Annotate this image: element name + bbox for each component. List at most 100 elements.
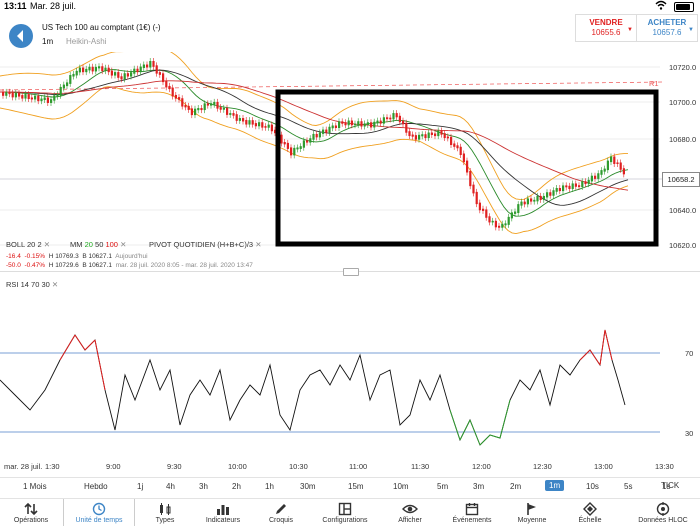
toolbar-configurations[interactable]: Configurations [314, 499, 376, 526]
status-date: Mar. 28 juil. [30, 1, 77, 11]
candle [184, 105, 187, 108]
boll-legend[interactable]: BOLL 20 2 ✕ [6, 240, 50, 249]
buy-button[interactable]: ACHETER 10657.6 ▼ [636, 14, 698, 42]
candle [53, 95, 56, 101]
candle [178, 97, 181, 100]
candle [264, 126, 267, 128]
timeframe-hebdo[interactable]: Hebdo [84, 482, 108, 491]
candle [594, 175, 597, 179]
rsi-legend[interactable]: RSI 14 70 30 ✕ [6, 280, 58, 289]
candle [350, 120, 353, 126]
candle [478, 202, 481, 211]
pane-resize-handle[interactable] [343, 268, 359, 276]
time-label: 13:30 [655, 462, 674, 471]
pivot-legend[interactable]: PIVOT QUOTIDIEN (H+B+C)/3 ✕ [149, 240, 261, 249]
timeframe-2h[interactable]: 2h [232, 482, 241, 491]
toolbar-display[interactable]: Afficher [384, 499, 436, 526]
candle [229, 113, 232, 115]
candle [226, 107, 229, 115]
pencil-icon [276, 504, 286, 514]
candle [69, 75, 72, 84]
candle [395, 113, 398, 118]
timeframe-3m[interactable]: 3m [473, 482, 485, 491]
toolbar-events[interactable]: Événements [444, 499, 500, 526]
close-icon[interactable]: ✕ [120, 240, 127, 249]
candle [584, 181, 587, 185]
time-axis: mar. 28 juil. 1:30 9:00 9:30 10:00 10:30… [0, 462, 700, 474]
timeframe-1m[interactable]: 1m [545, 480, 565, 491]
rsi-line [0, 329, 626, 446]
mm-legend[interactable]: MM 20 50 100 ✕ [70, 240, 126, 249]
close-icon[interactable]: ✕ [255, 240, 262, 249]
candle [475, 191, 478, 205]
calendar-icon [465, 503, 479, 516]
candle [581, 181, 584, 188]
toolbar-average[interactable]: Moyenne [506, 499, 558, 526]
toolbar-timeframe[interactable]: Unité de temps [63, 499, 135, 526]
pivot-formula: (H+B+C)/3 [217, 240, 254, 249]
candle [363, 123, 366, 127]
rsi-extreme-segment [449, 409, 461, 441]
candle [472, 184, 475, 194]
rsi-extreme-segment [469, 419, 481, 446]
toolbar-hloc-data[interactable]: Données HLOC [628, 499, 698, 526]
candle [312, 133, 315, 140]
candle [616, 162, 619, 164]
candle [536, 195, 539, 202]
timeframe-5m[interactable]: 5m [437, 482, 449, 491]
mm-param: 50 [95, 240, 104, 249]
candle [235, 114, 238, 121]
candle [194, 108, 197, 116]
toolbar-indicators[interactable]: Indicateurs [198, 499, 248, 526]
status-time: 13:11 [4, 1, 27, 11]
candle [270, 124, 273, 132]
timeframe-tick[interactable]: TICK [661, 481, 680, 490]
rsi-extreme-segment [589, 349, 601, 366]
rsi-extreme-segment [489, 434, 501, 439]
timeframe-5s[interactable]: 5s [624, 482, 633, 491]
candle [168, 85, 171, 90]
timeframe-30m[interactable]: 30m [300, 482, 316, 491]
rsi-extreme-segment [94, 339, 106, 391]
toolbar-label: Croquis [268, 517, 294, 524]
candle [158, 72, 161, 75]
pivot-name: PIVOT [149, 240, 172, 249]
mm-param: 100 [105, 240, 118, 249]
candle [485, 209, 488, 218]
timeframe-4h[interactable]: 4h [166, 482, 175, 491]
price-chart[interactable] [0, 52, 700, 257]
timeframe-1-mois[interactable]: 1 Mois [23, 482, 47, 491]
candle [315, 133, 318, 138]
candle [558, 188, 561, 192]
close-icon[interactable]: ✕ [51, 280, 59, 289]
timeframe-10s[interactable]: 10s [586, 482, 599, 491]
candle [75, 70, 78, 76]
candle [405, 122, 408, 133]
back-button[interactable] [9, 24, 33, 48]
boll-lower [0, 86, 629, 235]
candle [517, 204, 520, 213]
flag-icon [527, 503, 536, 515]
eye-icon [402, 504, 418, 514]
price-tick: 10620.0 [669, 241, 697, 250]
candle [40, 98, 43, 102]
candle [258, 122, 261, 127]
candle [427, 132, 430, 139]
timeframe-1h[interactable]: 1h [265, 482, 274, 491]
timeframe-15m[interactable]: 15m [348, 482, 364, 491]
timeframe-1s[interactable]: 1s [662, 482, 671, 491]
timeframe-10m[interactable]: 10m [393, 482, 409, 491]
rsi-chart[interactable] [0, 320, 700, 460]
sell-button[interactable]: VENDRE 10655.6 ▼ [575, 14, 637, 42]
close-icon[interactable]: ✕ [43, 240, 50, 249]
timeframe-1j[interactable]: 1j [137, 482, 144, 491]
timeframe-3h[interactable]: 3h [199, 482, 208, 491]
toolbar-operations[interactable]: Opérations [0, 499, 62, 526]
toolbar-label: Données HLOC [638, 517, 688, 524]
toolbar-scale[interactable]: Échelle [564, 499, 616, 526]
toolbar-drawing[interactable]: Croquis [256, 499, 306, 526]
timeframe-2m[interactable]: 2m [510, 482, 522, 491]
candle [376, 120, 379, 124]
toolbar-types[interactable]: Types [140, 499, 190, 526]
candle [530, 198, 533, 202]
